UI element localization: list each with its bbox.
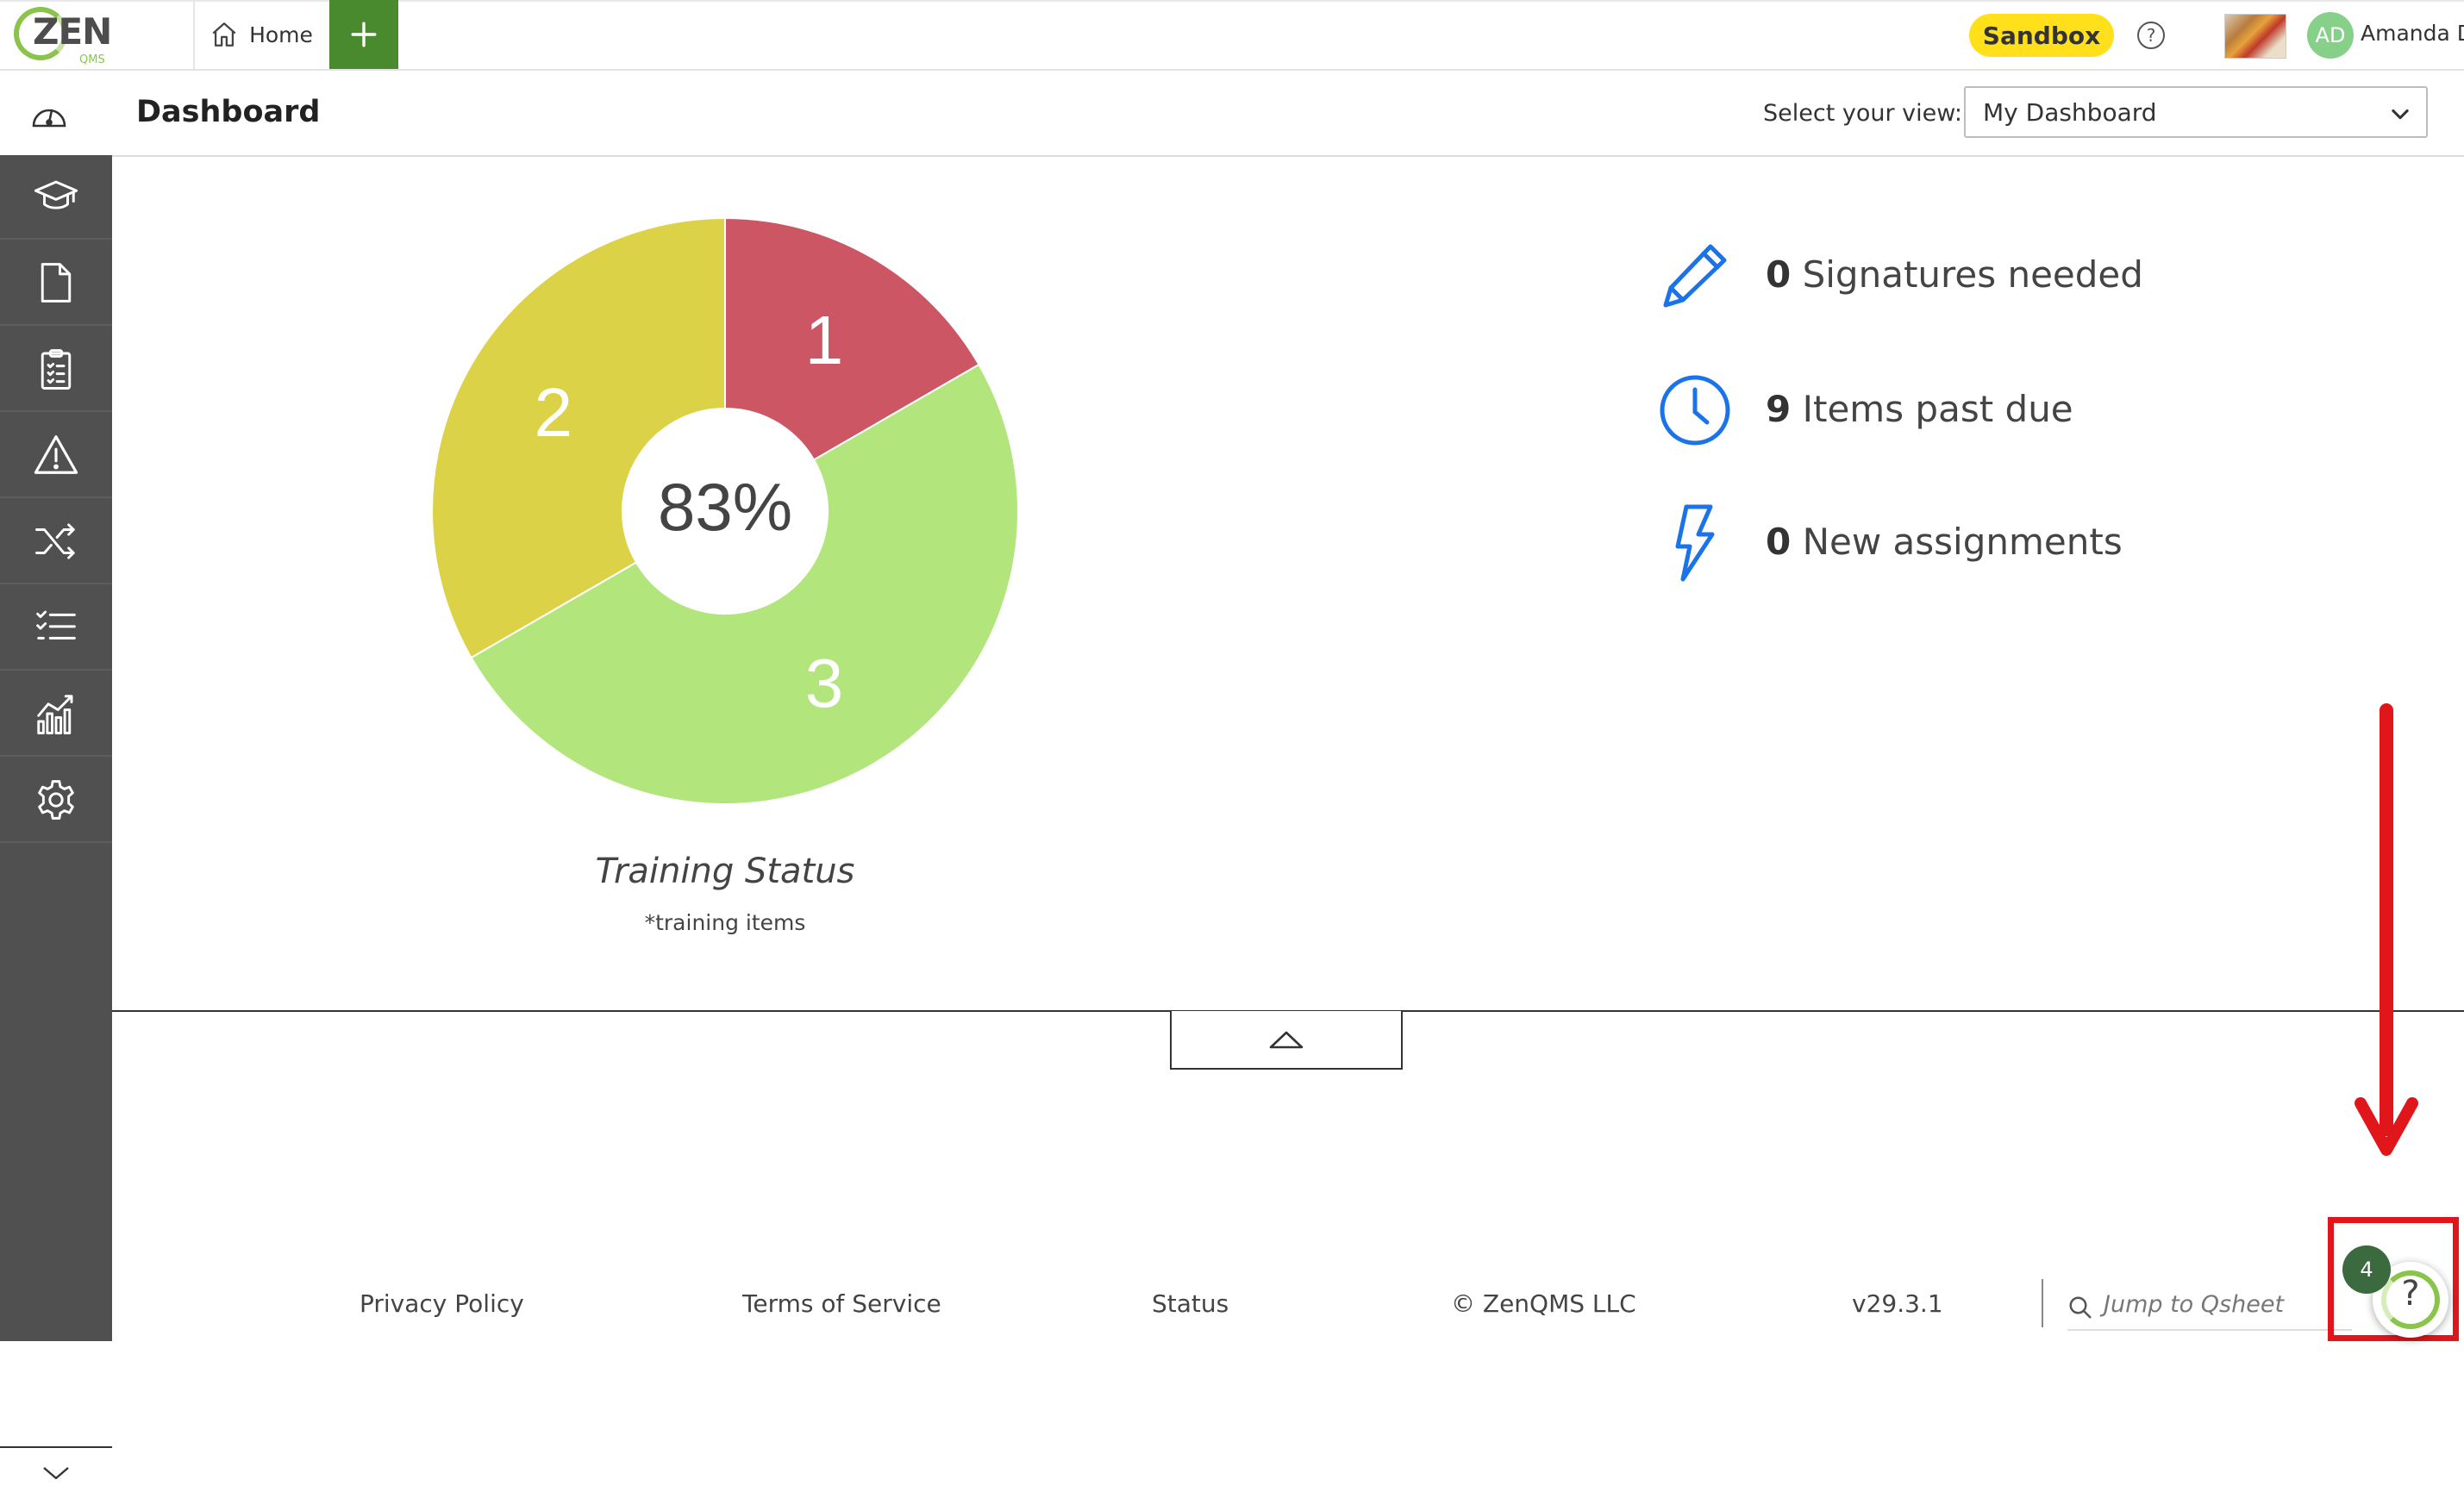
annotation-highlight-box (2328, 1217, 2459, 1341)
signatures-label: Signatures needed (1802, 253, 2143, 296)
signatures-count: 0 (1766, 253, 1792, 296)
chart-slice-label-yellow: 2 (535, 374, 573, 451)
dashboard-gauge-icon[interactable] (28, 97, 71, 131)
graduation-cap-icon (34, 180, 78, 209)
sidebar-item-risk[interactable] (0, 414, 112, 498)
search-icon (2069, 1296, 2092, 1319)
analytics-icon (37, 695, 73, 734)
avatar[interactable]: AD (2307, 12, 2354, 59)
chevron-down-icon (43, 1467, 69, 1480)
logo-subtext: QMS (79, 53, 105, 66)
stat-signatures[interactable]: 0 Signatures needed (1654, 234, 2257, 321)
sandbox-badge[interactable]: Sandbox (1969, 14, 2114, 57)
top-bar: ZEN QMS Home Sandbox ? AD Amanda D (0, 0, 2464, 71)
sidebar-item-change[interactable] (0, 500, 112, 584)
warning-icon (34, 435, 78, 474)
annotation-arrow (2355, 703, 2418, 1156)
sidebar-expand-button[interactable] (0, 1446, 112, 1498)
view-dropdown[interactable]: My Dashboard (1964, 86, 2428, 138)
lightning-icon (1675, 504, 1715, 582)
status-link[interactable]: Status (1152, 1289, 1229, 1318)
chart-subtitle: *training items (644, 910, 806, 935)
organization-thumbnail[interactable] (2224, 14, 2286, 59)
add-tab-button[interactable] (329, 0, 398, 69)
new-assignments-count: 0 (1766, 521, 1792, 563)
plus-icon (351, 22, 377, 47)
zenqms-logo[interactable]: ZEN QMS (10, 5, 114, 67)
sidebar-item-reports[interactable] (0, 672, 112, 757)
past-due-label: Items past due (1802, 388, 2073, 430)
chart-slice-label-red: 1 (805, 302, 844, 378)
chart-center-label: 83% (658, 469, 792, 545)
chevron-down-icon (2392, 109, 2409, 120)
view-select-label: Select your view: (1763, 100, 1962, 127)
top-border (0, 0, 2464, 2)
sidebar (0, 155, 112, 1498)
donut-hole (622, 408, 829, 615)
stat-past-due[interactable]: 9 Items past due (1654, 369, 2257, 455)
chart-title: Training Status (595, 852, 855, 891)
sidebar-item-settings[interactable] (0, 758, 112, 843)
view-dropdown-value: My Dashboard (1983, 97, 2157, 127)
clock-icon (1660, 375, 1730, 446)
question-icon: ? (2401, 1274, 2420, 1314)
footer-separator (2042, 1279, 2043, 1327)
sidebar-item-documents[interactable] (0, 241, 112, 326)
qsheet-placeholder: Jump to Qsheet (2104, 1291, 2285, 1318)
past-due-count: 9 (1766, 388, 1792, 430)
help-notification-badge: 4 (2342, 1245, 2391, 1294)
chevron-up-icon (1269, 1031, 1304, 1049)
tab-home[interactable]: Home (193, 0, 328, 69)
jump-to-qsheet-search[interactable]: Jump to Qsheet (2067, 1288, 2352, 1331)
help-widget-ring (2381, 1270, 2440, 1329)
page-header: Dashboard Select your view: My Dashboard (0, 71, 2464, 157)
terms-of-service-link[interactable]: Terms of Service (742, 1289, 941, 1318)
shuffle-icon (35, 523, 75, 559)
new-assignments-label: New assignments (1802, 521, 2123, 563)
privacy-policy-link[interactable]: Privacy Policy (360, 1289, 524, 1318)
document-icon (41, 263, 72, 303)
collapse-button[interactable] (1170, 1011, 1403, 1070)
checklist-icon (36, 610, 76, 640)
home-tab-label: Home (249, 22, 313, 47)
home-icon (212, 22, 236, 47)
logo-text: ZEN (33, 10, 112, 53)
logo-ring (14, 7, 67, 60)
sidebar-item-tasks[interactable] (0, 586, 112, 671)
sidebar-item-training[interactable] (0, 155, 112, 240)
gear-icon (38, 780, 74, 820)
training-status-chart: 83% 1 3 2 (431, 216, 1019, 805)
help-icon[interactable]: ? (2137, 22, 2165, 49)
page-title: Dashboard (136, 95, 321, 129)
copyright-text: © ZenQMS LLC (1451, 1289, 1636, 1318)
sidebar-item-checklists[interactable] (0, 328, 112, 412)
chart-slice-label-green: 3 (805, 645, 844, 721)
pencil-icon (1663, 244, 1727, 308)
clipboard-icon (41, 349, 72, 390)
user-name[interactable]: Amanda D (2361, 21, 2464, 46)
version-text: v29.3.1 (1852, 1289, 1943, 1318)
stat-new-assignments[interactable]: 0 New assignments (1654, 502, 2257, 588)
